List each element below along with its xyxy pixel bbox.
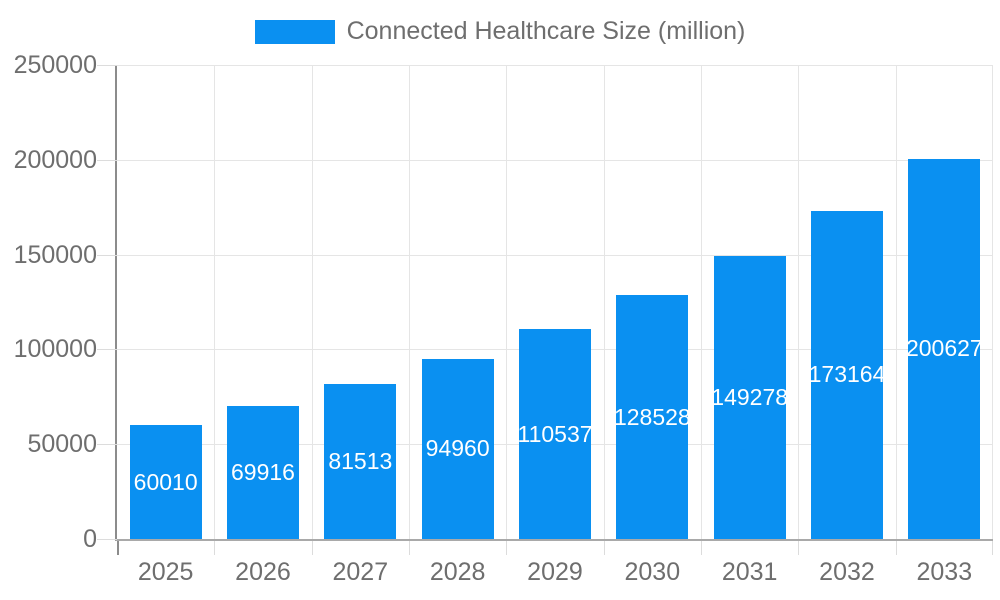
bar-2026[interactable]: 69916 (227, 406, 299, 539)
bar-value-label: 69916 (231, 459, 295, 486)
x-tick-mark (701, 541, 702, 555)
v-gridline (895, 65, 897, 539)
x-tick-mark (409, 541, 410, 555)
x-tick-label: 2033 (916, 558, 973, 586)
h-gridline (117, 65, 993, 66)
bar-value-label: 149278 (711, 383, 789, 410)
x-tick-label: 2025 (137, 558, 194, 586)
x-tick-mark (214, 541, 216, 555)
y-tick-label: 250000 (13, 51, 97, 79)
bar-value-label: 94960 (425, 435, 490, 462)
v-gridline (506, 65, 508, 539)
y-tick-mark (97, 254, 117, 256)
bar-2027[interactable]: 81513 (324, 384, 397, 539)
v-gridline (311, 65, 313, 539)
v-gridline (409, 65, 410, 539)
v-gridline (992, 65, 993, 539)
bar-2033[interactable]: 200627 (905, 158, 983, 539)
bar-2028[interactable]: 94960 (421, 358, 494, 539)
y-tick-label: 200000 (13, 145, 97, 174)
x-tick-mark (506, 541, 508, 555)
x-tick-label: 2032 (819, 558, 875, 586)
y-tick-mark (97, 349, 117, 351)
bar-value-label: 200627 (905, 335, 983, 362)
x-tick-mark (798, 541, 800, 555)
y-tick-label: 0 (83, 525, 97, 553)
x-tick-mark (311, 541, 313, 555)
x-tick-label: 2029 (527, 558, 583, 586)
v-gridline (798, 65, 800, 539)
h-gridline (117, 159, 993, 161)
bar-value-label: 60010 (133, 468, 198, 495)
y-tick-mark (97, 444, 117, 446)
v-gridline (603, 65, 605, 539)
y-tick-mark (97, 159, 117, 161)
y-tick-mark (97, 539, 117, 540)
bar-value-label: 110537 (517, 420, 593, 447)
x-tick-label: 2031 (721, 558, 778, 586)
bar-2031[interactable]: 149278 (711, 255, 789, 539)
legend-swatch (254, 19, 335, 44)
y-tick-label: 100000 (13, 335, 97, 364)
y-tick-mark (97, 65, 117, 66)
y-tick-label: 50000 (27, 430, 97, 459)
bar-2029[interactable]: 110537 (517, 329, 593, 539)
bar-2025[interactable]: 60010 (129, 425, 202, 539)
legend[interactable]: Connected Healthcare Size (million) (0, 17, 1000, 46)
v-gridline (214, 65, 216, 539)
y-tick-label: 150000 (13, 240, 97, 269)
x-tick-mark (992, 541, 993, 555)
v-gridline (701, 65, 702, 539)
legend-label: Connected Healthcare Size (million) (346, 17, 746, 45)
x-tick-label: 2026 (235, 558, 291, 586)
x-tick-label: 2030 (624, 558, 681, 586)
x-tick-label: 2027 (332, 558, 389, 586)
h-gridline (117, 254, 993, 256)
x-tick-mark (603, 541, 605, 555)
bar-2032[interactable]: 173164 (808, 210, 886, 539)
plot-area: 60010 69916 81513 94960 110537 128528 149278 17… (115, 65, 993, 541)
bar-value-label: 128528 (613, 403, 691, 430)
bar-value-label: 81513 (328, 448, 393, 475)
x-tick-label: 2028 (429, 558, 486, 586)
x-tick-mark (895, 541, 897, 555)
bar-2030[interactable]: 128528 (613, 295, 691, 539)
x-tick-mark (117, 541, 119, 555)
bar-value-label: 173164 (808, 361, 886, 388)
